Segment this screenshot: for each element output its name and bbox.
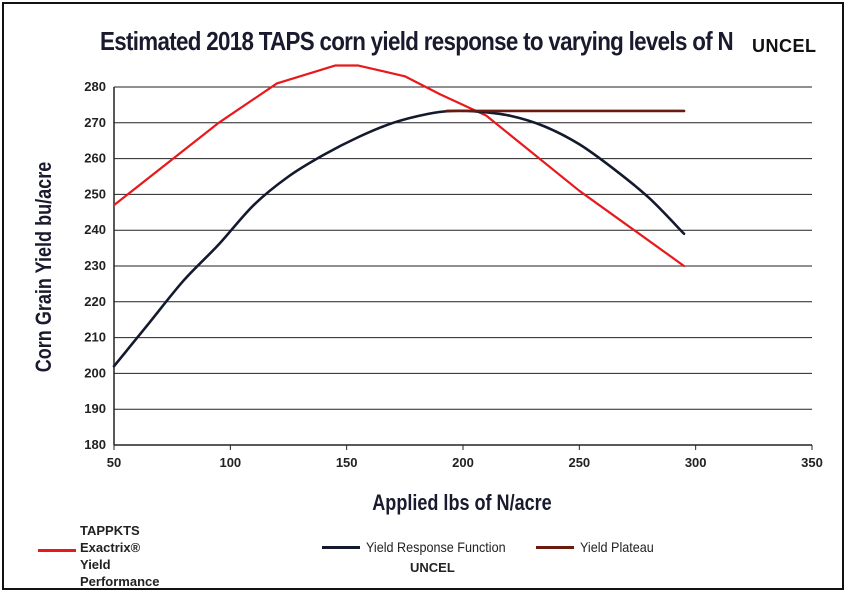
- series-lines: [112, 64, 686, 368]
- y-tick-270: 270: [84, 115, 106, 130]
- legend-swatch-exactrix: [38, 549, 76, 552]
- x-tick-200: 200: [452, 455, 474, 470]
- legend-red-header: TAPPKTS: [80, 523, 140, 538]
- x-tick-labels: 50 100 150 200 250 300 350: [107, 455, 823, 470]
- x-tick-300: 300: [685, 455, 707, 470]
- chart-frame: [2, 2, 844, 590]
- legend-label-exactrix: TAPPKTS Exactrix® Yield Performance: [80, 522, 159, 590]
- y-tick-260: 260: [84, 151, 106, 166]
- y-tick-labels: 180 190 200 210 220 230 240 250 260 270 280: [84, 79, 106, 452]
- chart-title: Estimated 2018 TAPS corn yield response …: [100, 26, 734, 56]
- y-tick-220: 220: [84, 294, 106, 309]
- y-tick-230: 230: [84, 258, 106, 273]
- y-axis-label: Corn Grain Yield bu/acre: [31, 161, 56, 373]
- x-tick-100: 100: [219, 455, 241, 470]
- y-tick-210: 210: [84, 330, 106, 345]
- legend-item-yield-plateau: Yield Plateau: [536, 539, 662, 555]
- y-tick-240: 240: [84, 222, 106, 237]
- legend-red-line1: Exactrix®: [80, 540, 141, 555]
- gridlines: [114, 86, 812, 410]
- legend-red-line2: Yield Performance: [80, 557, 160, 589]
- legend-swatch-yield-plateau: [536, 545, 574, 549]
- y-tick-200: 200: [84, 365, 106, 380]
- legend-label-yield-response: Yield Response Function: [366, 539, 506, 555]
- legend-swatch-yield-response: [322, 545, 360, 549]
- axes: [113, 87, 813, 450]
- x-axis-label: Applied lbs of N/acre: [372, 490, 552, 515]
- legend-note-uncel: UNCEL: [410, 560, 455, 575]
- x-tick-50: 50: [107, 455, 121, 470]
- legend-item-yield-response: Yield Response Function: [322, 539, 521, 555]
- y-tick-190: 190: [84, 401, 106, 416]
- x-tick-250: 250: [568, 455, 590, 470]
- series-line-exactrix-yield-performance: [112, 64, 686, 268]
- x-tick-150: 150: [336, 455, 358, 470]
- x-tick-350: 350: [801, 455, 823, 470]
- legend-label-yield-plateau: Yield Plateau: [580, 539, 654, 555]
- chart-title-tag: UNCEL: [752, 36, 817, 56]
- y-tick-280: 280: [84, 79, 106, 94]
- y-tick-180: 180: [84, 437, 106, 452]
- y-tick-250: 250: [84, 186, 106, 201]
- series-line-yield-response-function: [112, 109, 686, 368]
